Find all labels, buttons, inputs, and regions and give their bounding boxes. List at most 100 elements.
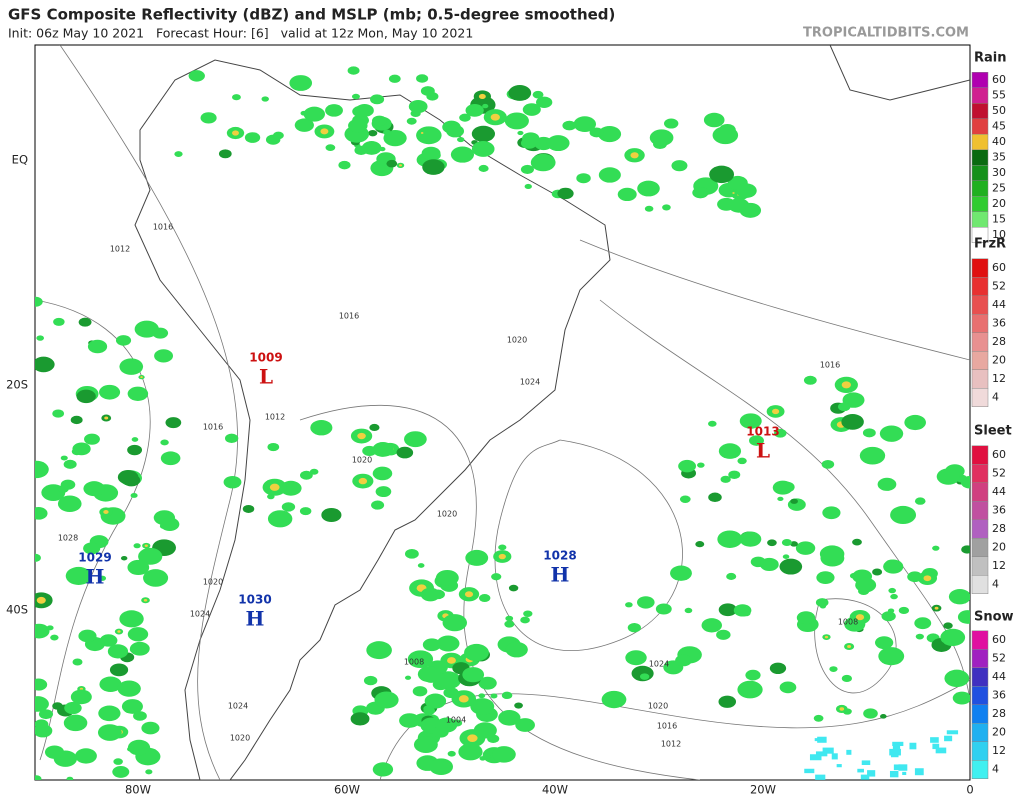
isobar-label: 1016 — [153, 223, 173, 232]
pressure-symbol: L — [259, 365, 273, 389]
rain-echo — [404, 431, 427, 448]
heavy-echo — [117, 630, 121, 633]
rain-echo — [703, 112, 725, 128]
rain-echo — [508, 584, 519, 592]
rain-echo — [399, 713, 420, 728]
legend-level: 28 — [992, 335, 1006, 348]
snow-echo — [909, 742, 917, 750]
rain-echo — [948, 589, 970, 605]
heavy-echo — [839, 707, 845, 711]
rain-echo — [416, 74, 429, 83]
heavy-echo — [847, 645, 852, 649]
legend-swatch — [971, 369, 989, 389]
rain-echo — [881, 611, 896, 622]
rain-echo — [478, 164, 489, 172]
rain-echo — [404, 675, 412, 680]
rain-echo — [769, 662, 787, 675]
rain-echo — [160, 439, 169, 446]
legend-swatch — [971, 741, 989, 761]
rain-echo — [52, 409, 65, 418]
rain-echo — [113, 758, 123, 765]
rain-echo — [517, 130, 524, 136]
rain-echo — [774, 428, 787, 438]
legend-level: 28 — [992, 707, 1006, 720]
isobar-label: 1024 — [649, 660, 669, 669]
snow-echo — [822, 747, 834, 754]
rain-echo — [289, 75, 313, 91]
rain-echo — [708, 420, 717, 427]
snow-echo — [846, 749, 852, 755]
rain-echo — [372, 115, 387, 127]
rain-echo — [348, 118, 368, 133]
lon-label: 0 — [966, 783, 973, 797]
rain-echo — [737, 680, 763, 699]
snow-echo — [867, 770, 876, 777]
rain-echo — [35, 775, 42, 780]
rain-echo — [127, 386, 149, 401]
rain-echo — [501, 691, 513, 700]
rain-echo — [369, 423, 380, 432]
rain-echo — [64, 701, 82, 715]
rain-echo — [617, 187, 637, 202]
rain-echo — [490, 693, 498, 699]
legend-level: 4 — [992, 578, 999, 591]
rain-echo — [351, 93, 360, 100]
rain-echo — [639, 673, 650, 680]
heavy-echo — [923, 575, 932, 582]
rain-echo — [50, 634, 59, 641]
rain-echo — [446, 124, 465, 138]
rain-echo — [859, 446, 886, 465]
legend-swatch — [971, 482, 989, 502]
rain-echo — [767, 539, 777, 547]
rain-echo — [117, 469, 139, 485]
rain-echo — [692, 187, 709, 199]
rain-echo — [420, 86, 435, 96]
rain-echo — [417, 563, 425, 568]
rain-echo — [99, 384, 121, 400]
rain-echo — [816, 571, 835, 585]
rain-echo — [261, 96, 269, 102]
rain-echo — [98, 705, 121, 722]
legend-level: 52 — [992, 280, 1006, 293]
snow-echo — [935, 747, 947, 754]
legend-swatch — [971, 519, 989, 539]
rain-echo — [299, 507, 312, 516]
rain-echo — [63, 714, 88, 732]
pressure-symbol: L — [756, 439, 770, 463]
rain-echo — [471, 141, 495, 157]
rain-echo — [120, 555, 128, 561]
rain-echo — [361, 141, 382, 155]
rain-echo — [267, 442, 280, 452]
snow-echo — [944, 735, 953, 742]
rain-echo — [435, 717, 458, 733]
rain-echo — [281, 502, 296, 512]
rain-echo — [478, 594, 491, 603]
rain-echo — [915, 633, 924, 640]
rain-echo — [406, 117, 417, 125]
snow-echo — [860, 774, 870, 780]
rain-echo — [576, 173, 591, 184]
legend-swatch — [971, 277, 989, 296]
legend-swatch — [971, 314, 989, 333]
heavy-echo — [320, 128, 329, 135]
rain-echo — [412, 686, 428, 697]
rain-echo — [726, 572, 737, 580]
rain-echo — [242, 504, 255, 513]
isobar-label: 1024 — [190, 610, 210, 619]
isobar-label: 1020 — [507, 336, 527, 345]
legend-level: 30 — [992, 166, 1006, 179]
rain-echo — [372, 442, 394, 457]
rain-echo — [442, 614, 467, 632]
rain-echo — [232, 94, 241, 101]
rain-echo — [422, 159, 445, 175]
rain-echo — [375, 486, 392, 498]
rain-echo — [720, 475, 731, 483]
pressure-symbol: H — [551, 563, 570, 587]
rain-echo — [662, 204, 671, 211]
rain-echo — [78, 629, 97, 643]
rain-echo — [371, 500, 385, 510]
rain-echo — [303, 106, 326, 122]
legend-swatch — [971, 649, 989, 668]
heavy-echo — [498, 553, 506, 560]
rain-echo — [129, 645, 142, 654]
